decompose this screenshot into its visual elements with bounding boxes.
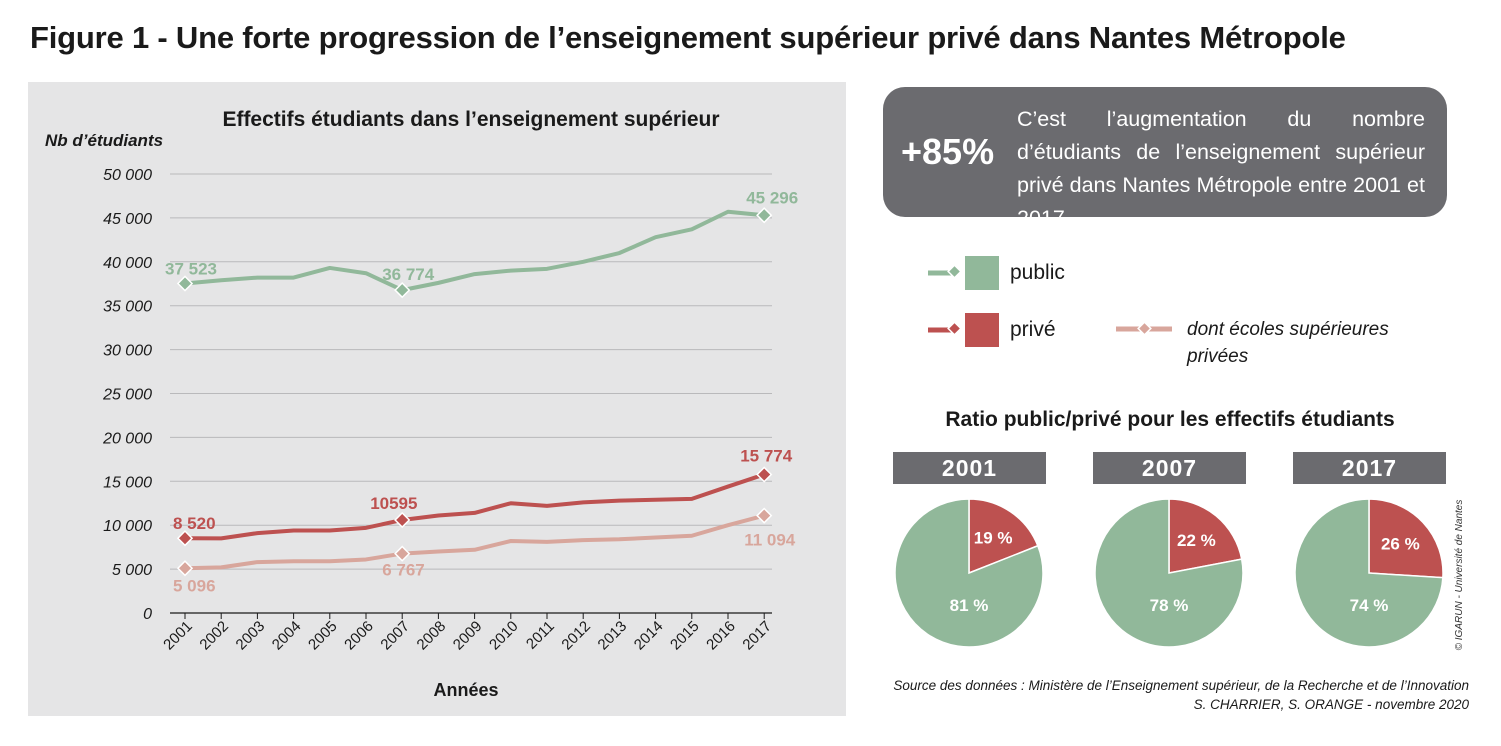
data-point-marker	[176, 275, 194, 292]
pie-slice-prive	[968, 498, 1039, 575]
x-tick-label: 2012	[558, 618, 594, 654]
data-point-marker	[176, 530, 194, 547]
pie-label-public: 78 %	[1150, 596, 1189, 615]
data-point-marker	[394, 281, 411, 299]
y-tick-label: 20 000	[102, 430, 152, 447]
pie-slice-public	[894, 498, 1044, 648]
x-tick-label: 2006	[341, 618, 377, 654]
pie-chart-2001: 19 % 81 %	[894, 498, 1044, 648]
y-tick-label: 15 000	[103, 474, 152, 491]
x-tick-label: 2013	[595, 618, 631, 654]
data-label: 5 096	[173, 576, 216, 595]
pie-slice-public	[1094, 498, 1244, 648]
x-tick-label: 2017	[739, 618, 775, 654]
x-tick-label: 2002	[196, 618, 232, 654]
x-tick-label: 2015	[667, 618, 703, 654]
pie-year-2001: 2001	[893, 452, 1046, 484]
data-label: 37 523	[165, 260, 217, 279]
x-tick-label: 2016	[703, 618, 739, 654]
data-label: 6 767	[382, 561, 425, 580]
credit-text: © IGARUN - Université de Nantes	[1454, 499, 1465, 651]
pie-slice-prive	[1168, 498, 1243, 574]
data-point-marker	[394, 511, 411, 529]
data-label: 36 774	[382, 265, 435, 284]
y-tick-label: 30 000	[103, 343, 152, 360]
pie-slice-public	[1294, 498, 1444, 648]
data-point-marker	[756, 207, 773, 224]
data-label: 11 094	[744, 531, 796, 550]
data-label: 8 520	[173, 514, 216, 533]
y-tick-label: 50 000	[103, 167, 152, 184]
stat-text: C’est l’augmentation du nombre d’étudian…	[1017, 107, 1425, 230]
pie-label-public: 74 %	[1350, 596, 1389, 615]
y-tick-label: 35 000	[103, 299, 152, 316]
legend-ecoles-line-icon	[1116, 321, 1172, 336]
pie-year-2007: 2007	[1093, 452, 1246, 484]
y-axis-label: Nb d’étudiants	[45, 131, 163, 150]
legend-ecoles-label: dont écoles supérieures privées	[1187, 319, 1389, 367]
pie-chart-2007: 22 % 78 %	[1094, 498, 1244, 648]
chart-title: Effectifs étudiants dans l’enseignement …	[222, 108, 719, 131]
x-tick-label: 2004	[269, 618, 305, 654]
pie-label-prive: 26 %	[1381, 535, 1420, 554]
data-point-marker	[176, 560, 194, 577]
y-tick-label: 45 000	[103, 211, 152, 228]
source-line-2: S. CHARRIER, S. ORANGE - novembre 2020	[1193, 697, 1469, 712]
data-point-marker	[756, 466, 773, 483]
stat-value: +85%	[901, 131, 995, 172]
data-label: 45 296	[746, 188, 798, 207]
pie-chart-2017: 26 % 74 %	[1294, 498, 1444, 648]
legend-prive-swatch	[965, 313, 999, 347]
pie-slice-prive	[1368, 498, 1444, 579]
x-tick-label: 2014	[631, 618, 667, 654]
x-tick-label: 2001	[160, 618, 196, 654]
x-tick-label: 2008	[414, 618, 450, 654]
data-point-marker	[394, 545, 411, 562]
ratio-title: Ratio public/privé pour les effectifs ét…	[945, 408, 1395, 431]
pie-year-2017: 2017	[1293, 452, 1446, 484]
y-tick-label: 0	[143, 606, 152, 623]
series-line-2	[184, 513, 765, 571]
x-tick-label: 2011	[523, 618, 558, 653]
x-tick-label: 2007	[377, 618, 413, 654]
line-chart-panel: Effectifs étudiants dans l’enseignement …	[28, 82, 846, 716]
x-tick-label: 2005	[305, 618, 341, 654]
series-layer	[176, 207, 773, 577]
source-note: Source des données : Ministère de l’Ense…	[893, 676, 1469, 714]
x-tick-label: 2003	[233, 618, 269, 654]
figure-title: Figure 1 - Une forte progression de l’en…	[30, 20, 1346, 55]
label-layer: 37 523 36 774 45 296 8 520 10595 15 774 5 096 6…	[165, 188, 798, 595]
y-tick-label: 40 000	[103, 255, 152, 272]
series-line-1	[184, 472, 765, 541]
data-label: 10595	[370, 494, 417, 513]
x-tick-label: 2009	[450, 618, 486, 654]
legend-public-label: public	[1010, 261, 1065, 284]
line-chart: Effectifs étudiants dans l’enseignement …	[45, 108, 798, 700]
legend-prive-label: privé	[1010, 318, 1056, 341]
grid-layer: 0 5 000 10 000 15 000 20 000 25 000 30 000 35 0…	[102, 167, 775, 653]
legend-public-swatch	[965, 256, 999, 290]
source-line-1: Source des données : Ministère de l’Ense…	[893, 678, 1469, 693]
legend-prive-line-icon	[928, 321, 962, 336]
pie-label-prive: 19 %	[974, 528, 1013, 547]
stat-callout: +85% C’est l’augmentation du nombre d’ét…	[883, 87, 1447, 230]
x-tick-label: 2010	[486, 618, 522, 654]
data-point-marker	[756, 507, 773, 524]
x-axis-label: Années	[433, 680, 498, 700]
legend-public-line-icon	[928, 264, 962, 279]
y-tick-label: 5 000	[112, 562, 152, 579]
y-tick-label: 10 000	[103, 518, 152, 535]
series-line-0	[184, 209, 765, 293]
y-tick-label: 25 000	[102, 387, 152, 404]
pie-label-prive: 22 %	[1177, 531, 1216, 550]
pie-label-public: 81 %	[950, 596, 989, 615]
data-label: 15 774	[740, 447, 793, 466]
